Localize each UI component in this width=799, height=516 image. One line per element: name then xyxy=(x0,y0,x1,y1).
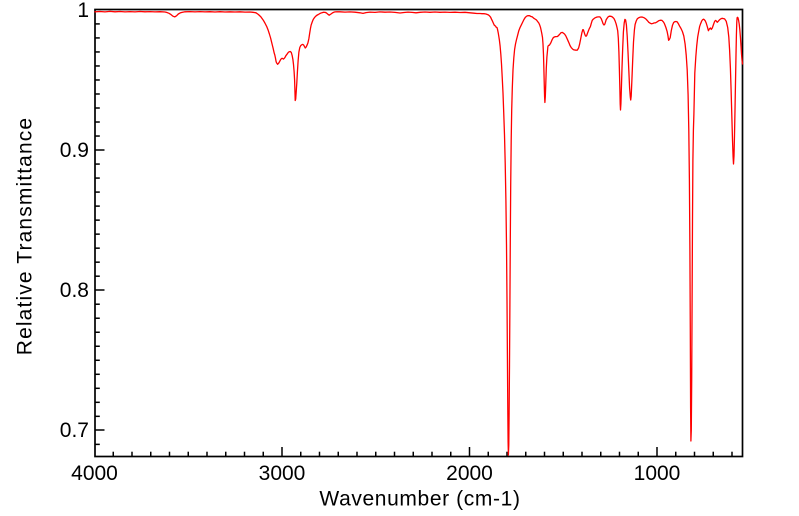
svg-text:0.9: 0.9 xyxy=(60,139,89,162)
svg-text:0.8: 0.8 xyxy=(60,279,89,302)
svg-text:Relative Transmittance: Relative Transmittance xyxy=(14,117,37,355)
svg-text:1000: 1000 xyxy=(634,462,681,485)
svg-text:4000: 4000 xyxy=(71,462,118,485)
svg-text:0.7: 0.7 xyxy=(60,419,89,442)
svg-text:2000: 2000 xyxy=(446,462,493,485)
svg-text:3000: 3000 xyxy=(259,462,306,485)
svg-text:1: 1 xyxy=(77,0,89,22)
svg-text:Wavenumber (cm-1): Wavenumber (cm-1) xyxy=(319,488,520,511)
